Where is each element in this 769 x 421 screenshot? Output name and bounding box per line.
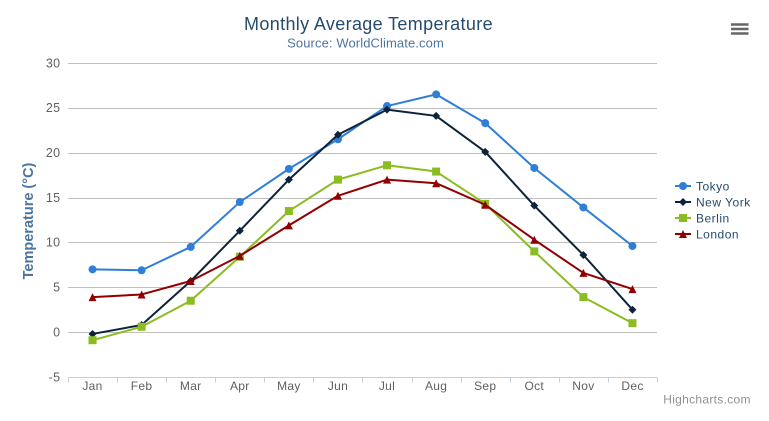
- svg-text:Jan: Jan: [82, 379, 102, 393]
- svg-text:Aug: Aug: [425, 379, 447, 393]
- svg-text:London: London: [696, 227, 739, 241]
- svg-text:New York: New York: [696, 195, 751, 209]
- svg-text:5: 5: [53, 281, 60, 295]
- svg-text:Mar: Mar: [180, 379, 202, 393]
- svg-text:Jul: Jul: [379, 379, 395, 393]
- svg-text:-5: -5: [49, 370, 61, 384]
- svg-text:May: May: [277, 379, 301, 393]
- svg-text:Sep: Sep: [474, 379, 496, 393]
- svg-text:Apr: Apr: [230, 379, 250, 393]
- svg-text:Oct: Oct: [525, 379, 545, 393]
- svg-text:Nov: Nov: [572, 379, 594, 393]
- svg-text:20: 20: [46, 146, 61, 160]
- svg-text:0: 0: [53, 325, 60, 339]
- svg-text:30: 30: [46, 56, 61, 70]
- svg-text:Temperature (°C): Temperature (°C): [21, 162, 37, 279]
- svg-text:Source: WorldClimate.com: Source: WorldClimate.com: [287, 36, 444, 51]
- svg-text:10: 10: [46, 236, 61, 250]
- svg-text:Dec: Dec: [621, 379, 643, 393]
- svg-text:Highcharts.com: Highcharts.com: [663, 393, 751, 407]
- svg-text:Monthly Average Temperature: Monthly Average Temperature: [244, 14, 493, 34]
- svg-text:Berlin: Berlin: [696, 211, 730, 225]
- svg-text:25: 25: [46, 101, 61, 115]
- svg-text:15: 15: [46, 191, 61, 205]
- svg-text:Feb: Feb: [131, 379, 153, 393]
- svg-text:Jun: Jun: [328, 379, 348, 393]
- svg-text:Tokyo: Tokyo: [696, 179, 730, 193]
